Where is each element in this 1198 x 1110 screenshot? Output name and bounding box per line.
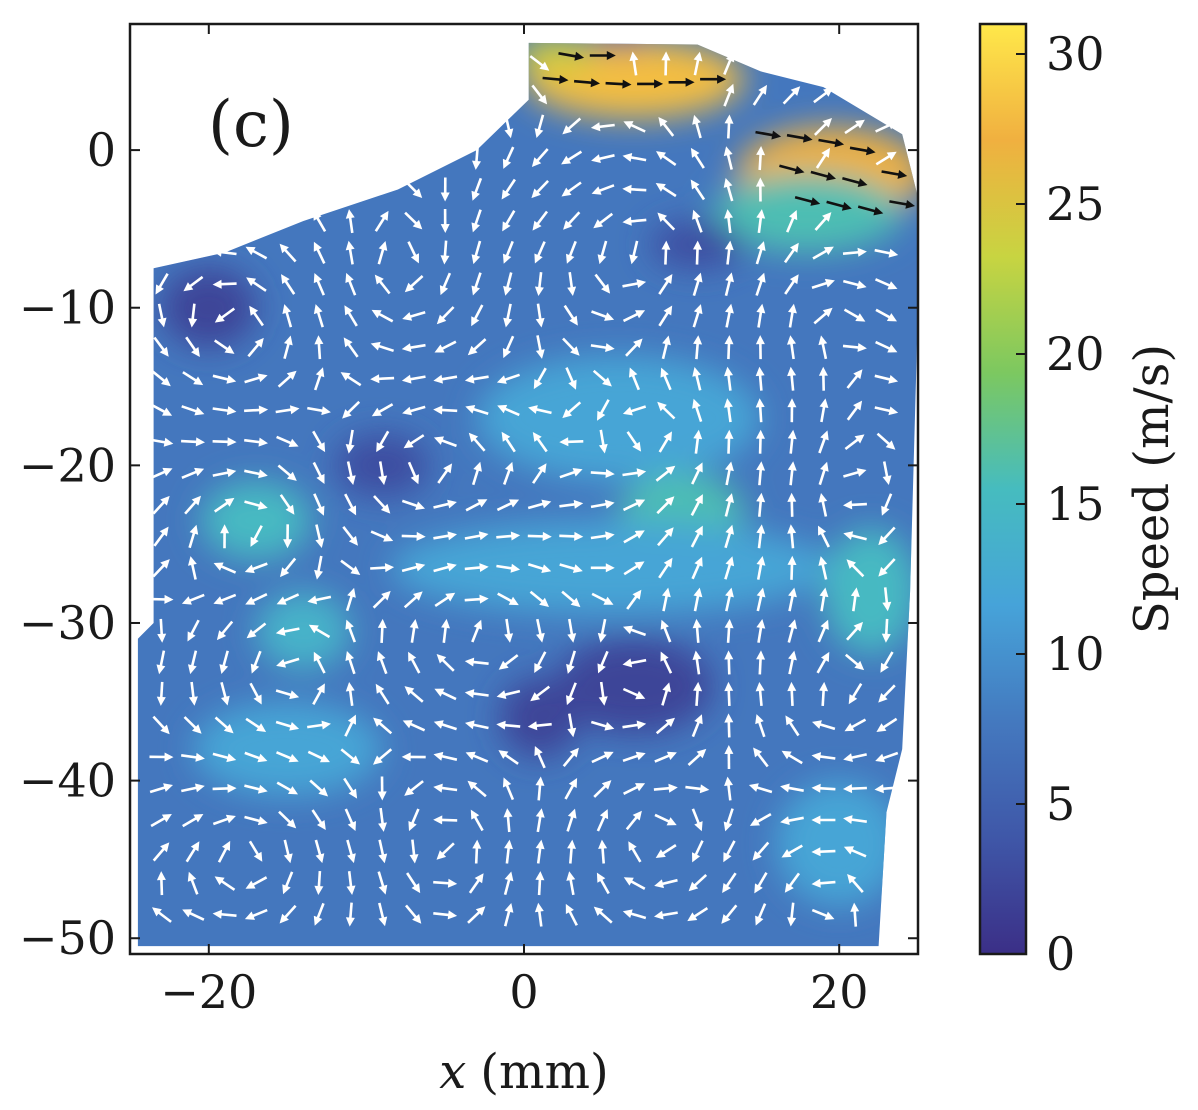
x-axis-title: x(mm) [439, 1044, 609, 1100]
colorbar [980, 24, 1026, 954]
speed-region [201, 481, 311, 560]
panel-label: (c) [208, 88, 294, 162]
x-tick-label: 20 [810, 965, 869, 1019]
colorbar-tick-label: 10 [1046, 627, 1105, 681]
speed-region [256, 591, 351, 670]
x-axis-unit: (mm) [480, 1044, 608, 1100]
speed-region [823, 528, 918, 654]
x-axis-variable: x [439, 1044, 466, 1100]
speed-region [516, 37, 595, 75]
y-tick-label: 0 [87, 123, 116, 177]
speed-region [193, 702, 382, 797]
plot-area [130, 24, 926, 954]
y-tick-label: −10 [19, 281, 116, 335]
y-tick-label: −40 [19, 754, 116, 808]
speed-region [500, 678, 579, 757]
colorbar-ticks: 0 5 10 15 20 25 30 [1016, 27, 1105, 981]
speed-region [587, 27, 650, 46]
speed-field [130, 24, 926, 954]
colorbar-tick-label: 15 [1046, 477, 1105, 531]
x-tick-label: −20 [160, 965, 257, 1019]
speed-region [162, 268, 257, 347]
x-tick-label: 0 [509, 965, 538, 1019]
speed-region [776, 781, 902, 907]
colorbar-tick-label: 30 [1046, 27, 1105, 81]
y-tick-label: −30 [19, 596, 116, 650]
y-tick-label: −20 [19, 438, 116, 492]
speed-region [556, 639, 714, 734]
colorbar-tick-label: 0 [1046, 927, 1075, 981]
colorbar-tick-label: 5 [1046, 777, 1075, 831]
colorbar-tick-label: 20 [1046, 327, 1105, 381]
colorbar-title: Speed (m/s) [1124, 344, 1180, 634]
colorbar-tick-label: 25 [1046, 177, 1105, 231]
y-tick-label: −50 [19, 911, 116, 965]
